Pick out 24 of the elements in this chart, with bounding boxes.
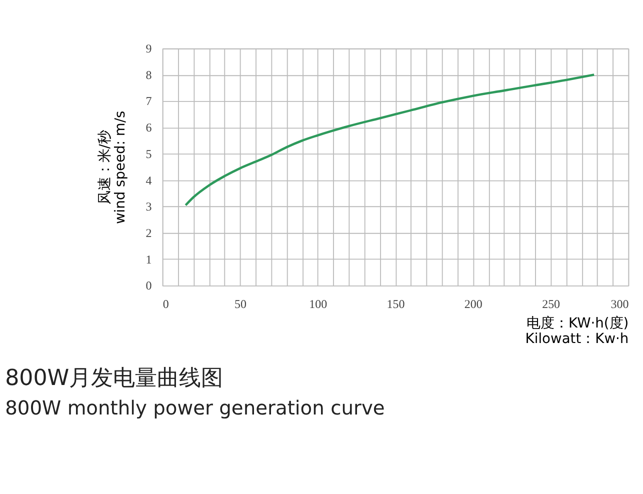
y-tick-label: 8 (146, 68, 152, 82)
x-tick-label: 250 (542, 297, 560, 312)
y-tick-label: 3 (146, 200, 152, 214)
y-tick-label: 0 (146, 278, 152, 293)
x-tick-label: 200 (464, 297, 482, 312)
text: wind speed: m/s (112, 110, 129, 224)
text: Kilowatt：Kw·h (525, 331, 629, 348)
line-series (184, 74, 596, 206)
y-tick-label: 7 (146, 94, 152, 108)
x-tick-label: 0 (162, 297, 169, 312)
y-tick-label: 6 (146, 120, 152, 135)
y-tick-label: 2 (146, 226, 152, 240)
y-tick-label: 1 (146, 252, 152, 266)
x-tick-label: 150 (386, 297, 405, 312)
y-tick-label: 4 (146, 173, 152, 188)
x-tick-label: 50 (234, 297, 246, 312)
text: 800W monthly power generation curve (5, 396, 385, 420)
text: 电度：KW·h(度) (526, 315, 629, 332)
text: 800W月发电量曲线图 (5, 365, 224, 392)
y-tick-label: 9 (146, 42, 152, 56)
text: 风速：米/秒 (96, 130, 113, 205)
x-tick-label: 300 (610, 297, 629, 312)
x-tick-label: 100 (309, 297, 328, 312)
y-tick-label: 5 (146, 146, 152, 161)
